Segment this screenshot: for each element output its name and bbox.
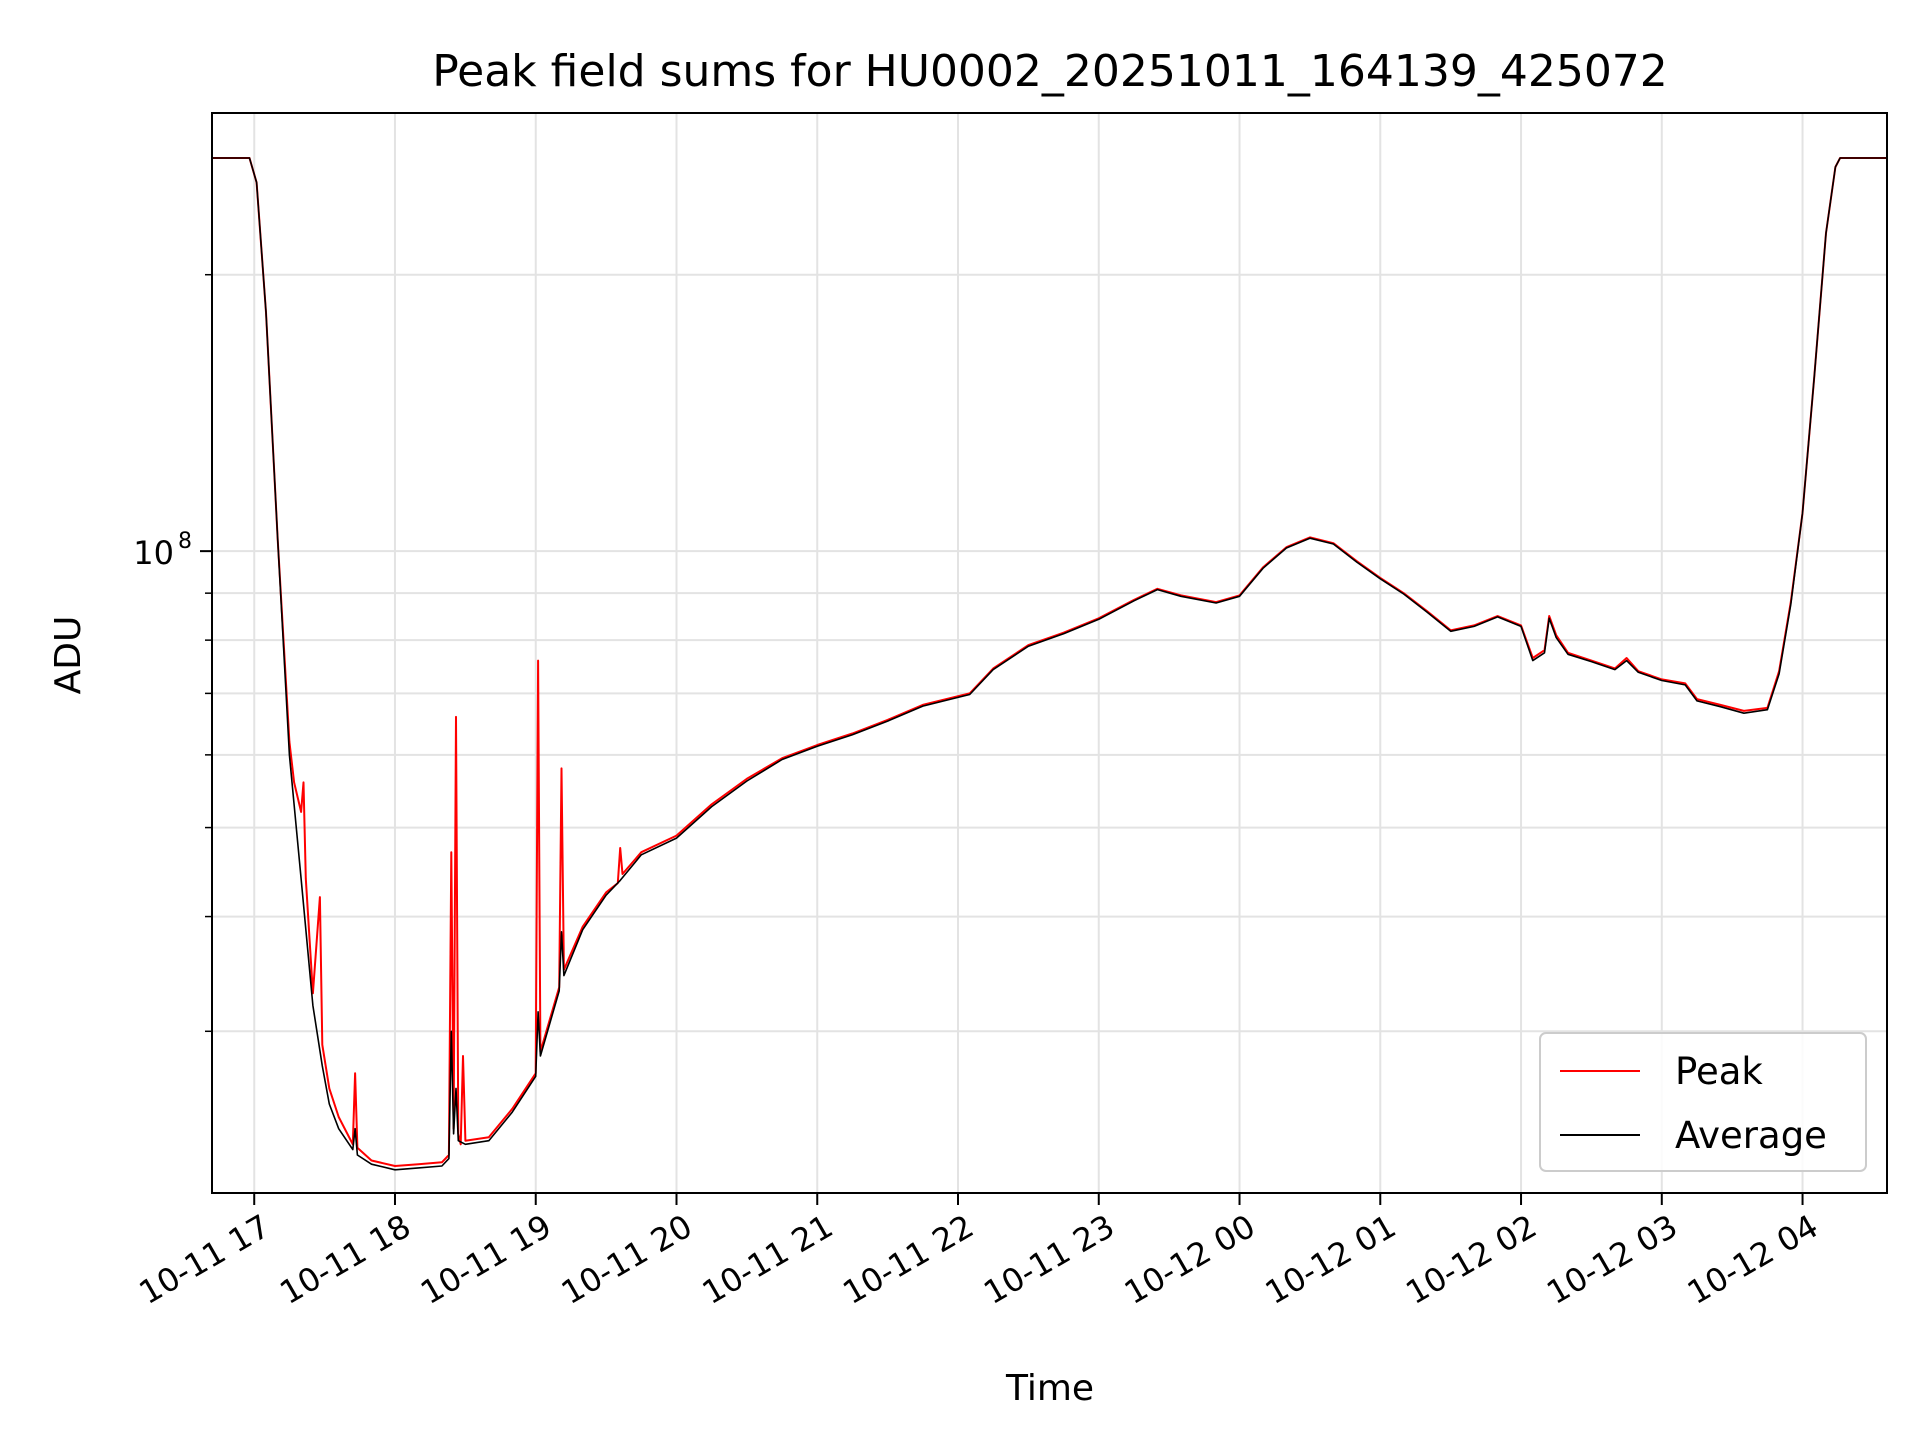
y-axis-label: ADU [48, 616, 89, 695]
plot-frame [211, 112, 1888, 1194]
chart-title: Peak field sums for HU0002_20251011_1641… [432, 46, 1668, 97]
legend-label-average: Average [1675, 1114, 1827, 1157]
legend-label-peak: Peak [1675, 1050, 1763, 1093]
x-axis-label: Time [1005, 1368, 1094, 1409]
legend-box [1539, 1032, 1867, 1172]
series-line-average [212, 157, 1887, 1171]
series-line-peak [212, 157, 1887, 1167]
y-tick-label-exponent: 8 [178, 529, 192, 554]
y-tick-label-base: 10 [133, 534, 174, 572]
